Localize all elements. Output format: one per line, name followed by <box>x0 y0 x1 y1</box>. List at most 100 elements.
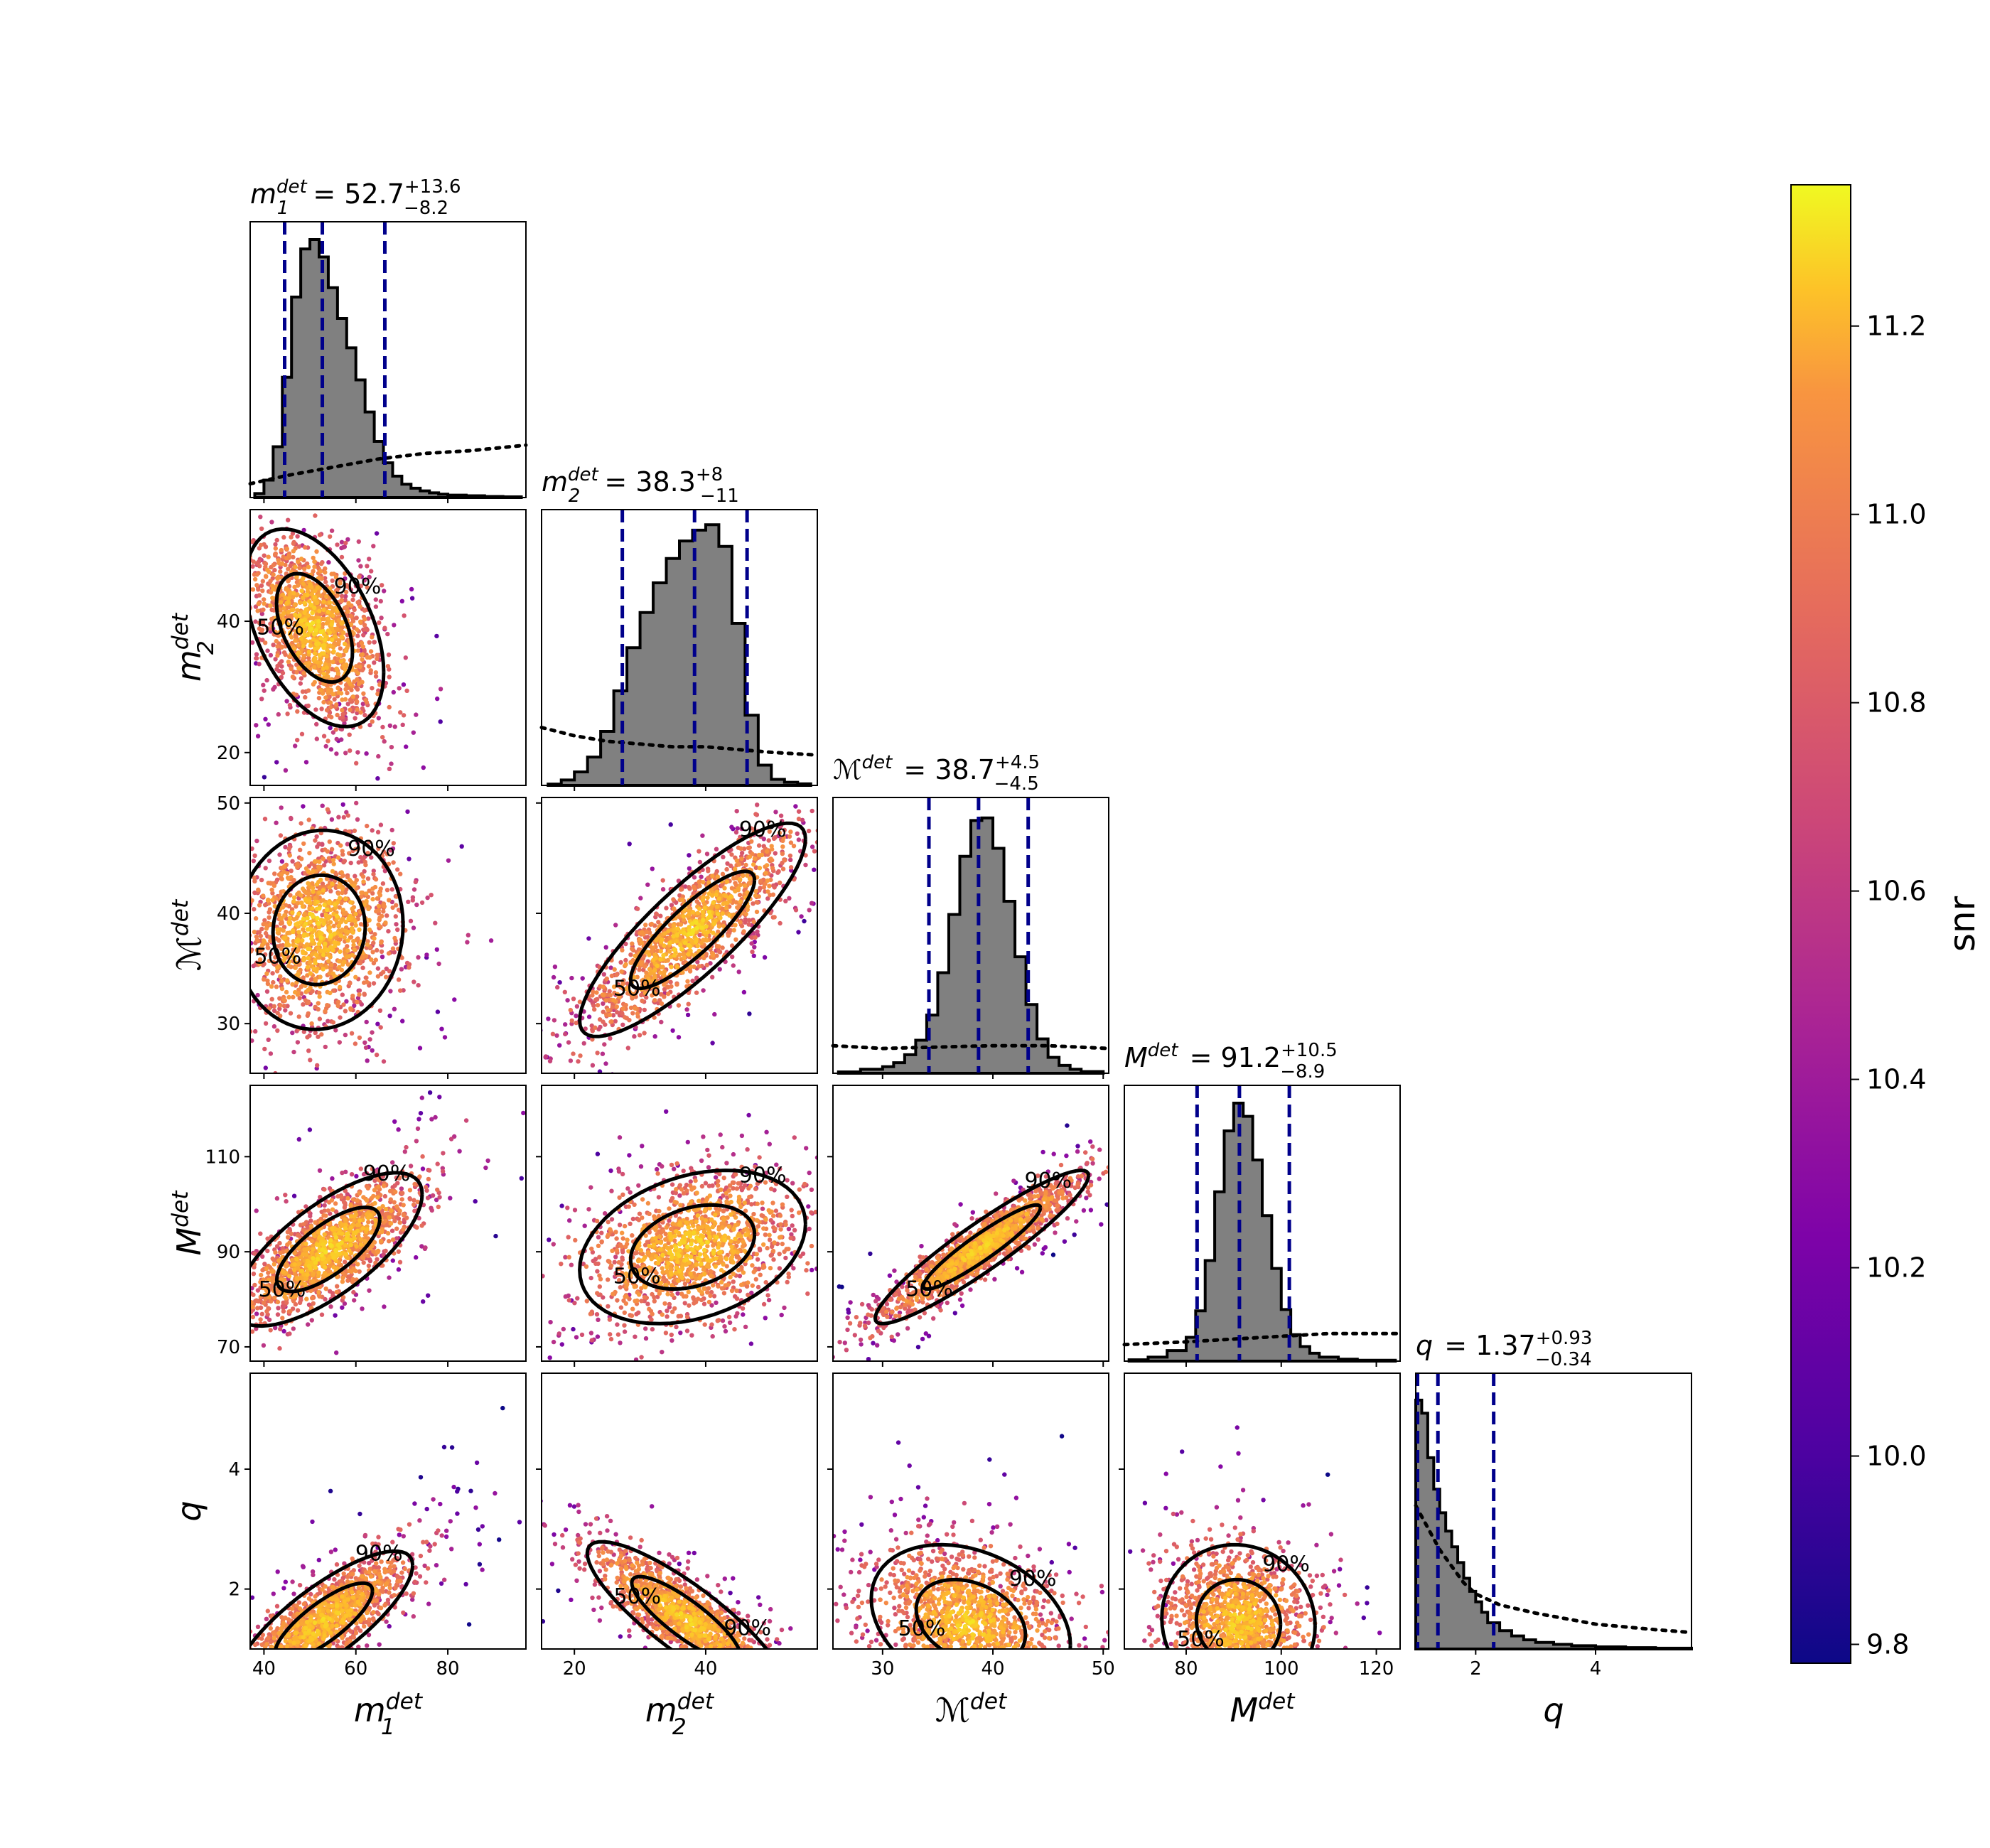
sample-point <box>250 564 255 569</box>
sample-point <box>327 885 332 890</box>
sample-point <box>367 640 372 645</box>
scatter-points-m1-mt <box>220 1090 526 1355</box>
sample-point <box>529 1041 533 1046</box>
sample-point <box>340 625 345 630</box>
sample-point <box>111 908 115 912</box>
sample-point <box>241 575 245 579</box>
sample-point <box>327 971 332 976</box>
sample-point <box>268 1051 274 1056</box>
sample-point <box>242 1301 247 1305</box>
sample-point <box>295 534 300 539</box>
sample-point <box>375 692 380 697</box>
sample-point <box>684 1007 689 1012</box>
sample-point <box>678 922 684 927</box>
sample-point <box>239 524 243 528</box>
sample-point <box>375 829 381 835</box>
sample-point <box>312 864 318 869</box>
sample-point <box>338 659 343 664</box>
sample-point <box>220 1282 225 1286</box>
sample-point <box>745 873 750 878</box>
sample-point <box>699 925 704 930</box>
sample-point <box>652 976 657 981</box>
sample-point <box>382 1193 388 1199</box>
sample-point <box>414 902 419 908</box>
sample-point <box>543 1073 547 1078</box>
sample-point <box>291 1049 296 1055</box>
sample-point <box>800 817 805 823</box>
sample-point <box>342 721 347 726</box>
sample-point <box>265 898 271 903</box>
sample-point <box>653 937 659 942</box>
sample-point <box>380 955 385 960</box>
sample-point <box>306 946 311 952</box>
sample-point <box>317 652 323 657</box>
sample-point <box>295 972 300 977</box>
sample-point <box>278 833 284 838</box>
sample-point <box>254 656 259 661</box>
sample-point <box>245 1292 249 1296</box>
sample-point <box>343 576 348 581</box>
sample-point <box>358 619 363 624</box>
sample-point <box>291 726 295 730</box>
sample-point <box>250 846 254 852</box>
sample-point <box>235 1320 239 1324</box>
sample-point <box>650 866 655 871</box>
sample-point <box>355 707 360 712</box>
sample-point <box>252 853 257 859</box>
sample-point <box>404 1144 409 1150</box>
sample-point <box>642 964 647 969</box>
sample-point <box>606 1008 611 1013</box>
sample-point <box>419 900 425 906</box>
sample-point <box>764 849 770 854</box>
sample-point <box>632 1034 637 1039</box>
sample-point <box>342 935 347 940</box>
sample-point <box>753 888 759 894</box>
prior-curve-mc <box>831 1043 1111 1051</box>
sample-point <box>687 911 692 917</box>
sample-point <box>337 1040 342 1045</box>
sample-point <box>687 931 692 937</box>
sample-point <box>246 1288 250 1292</box>
sample-point <box>342 960 347 965</box>
sample-point <box>597 1069 603 1073</box>
sample-point <box>819 854 824 858</box>
sample-point <box>392 935 397 941</box>
sample-point <box>279 946 284 952</box>
sample-point <box>294 629 299 634</box>
sample-point <box>371 940 376 945</box>
sample-point <box>812 867 817 872</box>
sample-point <box>327 600 333 605</box>
sample-point <box>318 1077 323 1081</box>
sample-point <box>327 925 333 930</box>
sample-point <box>184 832 188 837</box>
sample-point <box>340 849 345 854</box>
sample-point <box>306 661 312 666</box>
sample-point <box>294 622 299 627</box>
sample-point <box>332 902 338 907</box>
sample-point <box>326 947 330 953</box>
sample-point <box>677 952 682 957</box>
sample-point <box>568 1007 573 1013</box>
sample-point <box>265 1236 270 1241</box>
sample-point <box>699 921 705 926</box>
sample-point <box>257 1165 261 1169</box>
sample-point <box>301 957 306 962</box>
sample-point <box>280 592 285 597</box>
sample-point <box>299 856 304 861</box>
sample-point <box>303 921 308 926</box>
sample-point <box>304 942 310 947</box>
sample-point <box>593 997 598 1002</box>
sample-point <box>347 878 353 883</box>
sample-point <box>323 570 328 575</box>
sample-point <box>473 1199 478 1204</box>
sample-point <box>465 940 470 945</box>
sample-point <box>290 675 296 679</box>
sample-point <box>311 889 316 894</box>
sample-point <box>263 903 268 908</box>
sample-point <box>392 1183 397 1188</box>
sample-point <box>870 810 874 815</box>
sample-point <box>384 913 389 918</box>
sample-point <box>317 859 322 864</box>
sample-point <box>258 1305 264 1311</box>
prior-curve-m1 <box>248 443 528 486</box>
